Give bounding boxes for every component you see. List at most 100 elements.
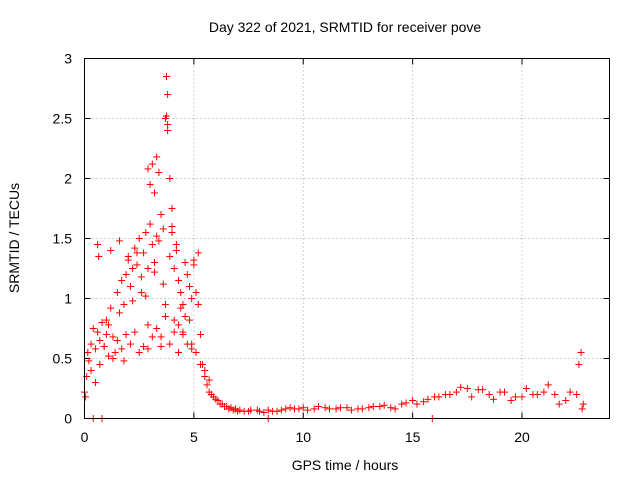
data-point bbox=[126, 283, 134, 290]
data-point bbox=[120, 301, 128, 308]
data-point bbox=[113, 337, 121, 344]
data-point bbox=[201, 373, 209, 380]
data-point bbox=[105, 321, 113, 329]
data-point bbox=[343, 404, 351, 412]
data-point bbox=[122, 271, 130, 278]
data-point bbox=[175, 321, 183, 329]
data-point bbox=[164, 91, 172, 98]
data-point bbox=[91, 379, 99, 386]
y-tick-label: 1 bbox=[64, 291, 72, 307]
data-point bbox=[148, 160, 156, 168]
data-point bbox=[181, 259, 189, 266]
data-point bbox=[113, 289, 121, 296]
data-point bbox=[391, 405, 399, 413]
data-point bbox=[518, 393, 526, 401]
data-point bbox=[479, 386, 487, 394]
data-point bbox=[544, 381, 552, 389]
data-point bbox=[153, 325, 161, 332]
data-point bbox=[172, 247, 180, 254]
x-tick-label: 5 bbox=[190, 429, 198, 445]
data-point bbox=[196, 331, 204, 338]
data-point bbox=[463, 385, 471, 392]
data-point bbox=[164, 127, 172, 134]
data-point bbox=[299, 404, 307, 412]
data-point bbox=[194, 249, 202, 257]
data-point bbox=[277, 406, 285, 414]
data-point bbox=[159, 225, 167, 233]
data-point bbox=[192, 289, 200, 296]
data-point bbox=[369, 403, 377, 410]
data-point bbox=[170, 316, 178, 324]
data-point bbox=[183, 271, 191, 278]
data-point bbox=[91, 345, 99, 353]
data-point bbox=[203, 381, 211, 389]
data-point bbox=[166, 175, 174, 182]
data-point bbox=[380, 401, 388, 409]
data-point bbox=[190, 261, 198, 269]
data-point bbox=[413, 400, 421, 408]
data-point bbox=[168, 229, 176, 236]
plot-frame bbox=[84, 58, 610, 419]
data-point bbox=[163, 112, 171, 120]
data-point bbox=[188, 340, 196, 348]
x-tick-label: 20 bbox=[514, 429, 530, 445]
data-point bbox=[148, 241, 156, 248]
data-point bbox=[420, 398, 428, 406]
data-point bbox=[89, 325, 97, 332]
y-tick-label: 3 bbox=[64, 51, 72, 67]
data-point bbox=[555, 400, 563, 408]
data-point bbox=[118, 345, 126, 353]
data-point bbox=[133, 261, 141, 269]
data-point bbox=[120, 357, 128, 365]
data-point bbox=[264, 406, 272, 414]
data-point bbox=[144, 321, 152, 329]
data-point bbox=[175, 277, 183, 284]
data-point bbox=[172, 241, 180, 248]
data-point bbox=[192, 349, 200, 356]
data-point bbox=[253, 406, 261, 414]
data-point bbox=[578, 405, 586, 413]
data-point bbox=[126, 340, 134, 348]
data-point bbox=[105, 352, 113, 360]
data-point bbox=[168, 223, 176, 230]
chart-title: Day 322 of 2021, SRMTID for receiver pov… bbox=[209, 19, 482, 35]
data-point bbox=[446, 391, 454, 398]
data-point bbox=[358, 405, 366, 413]
data-point bbox=[144, 165, 152, 173]
data-point bbox=[102, 316, 110, 324]
data-point bbox=[142, 292, 150, 300]
data-point bbox=[501, 388, 508, 396]
data-point bbox=[188, 295, 196, 302]
data-point bbox=[490, 395, 498, 403]
data-point bbox=[107, 247, 115, 254]
data-point bbox=[111, 349, 119, 356]
data-point bbox=[144, 265, 152, 272]
data-points bbox=[81, 73, 587, 422]
x-tick-label: 0 bbox=[81, 429, 89, 445]
data-point bbox=[435, 393, 443, 401]
data-point bbox=[100, 343, 108, 350]
data-point bbox=[511, 393, 519, 401]
data-point bbox=[310, 405, 318, 413]
data-point bbox=[157, 333, 165, 341]
data-point bbox=[577, 349, 585, 356]
data-point bbox=[186, 283, 193, 290]
data-point bbox=[218, 400, 226, 408]
data-point bbox=[332, 405, 340, 413]
data-point bbox=[179, 328, 187, 336]
data-point bbox=[155, 237, 163, 245]
data-point bbox=[94, 328, 102, 336]
y-tick-label: 0 bbox=[64, 411, 72, 427]
data-point bbox=[573, 391, 581, 398]
data-point bbox=[84, 349, 92, 356]
data-point bbox=[223, 403, 231, 410]
data-point bbox=[168, 205, 176, 212]
data-point bbox=[107, 304, 115, 312]
axis-ticks bbox=[84, 58, 610, 419]
data-point bbox=[151, 259, 158, 266]
data-point bbox=[236, 406, 244, 414]
data-point bbox=[227, 404, 235, 412]
data-point bbox=[163, 73, 171, 80]
data-point bbox=[177, 304, 185, 312]
